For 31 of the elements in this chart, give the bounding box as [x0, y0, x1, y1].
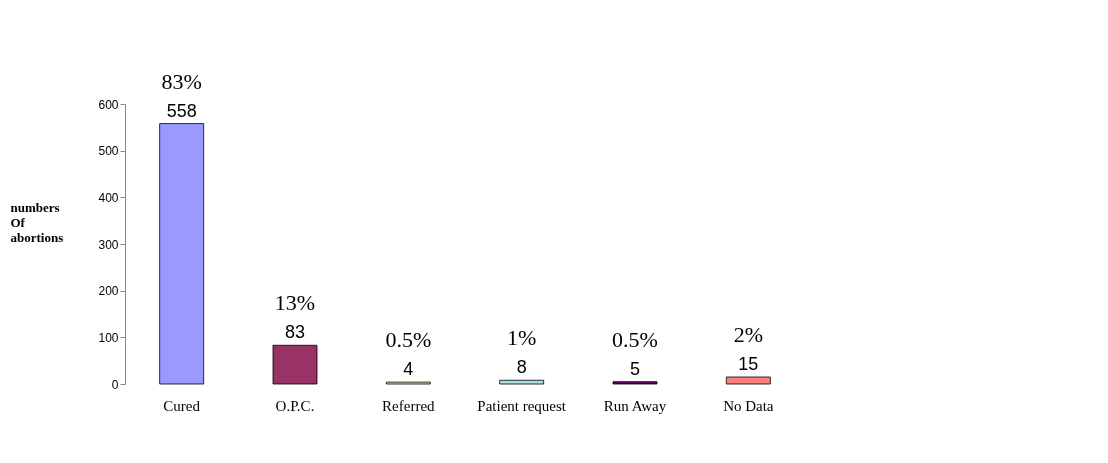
y-tick-label: 0	[111, 377, 119, 392]
y-tick-label: 500	[98, 144, 119, 159]
bar	[159, 123, 205, 385]
x-tick-label: Run Away	[603, 397, 667, 414]
annotation: 2%	[733, 322, 763, 347]
bar	[725, 376, 771, 385]
x-tick-label: Cured	[163, 397, 201, 414]
x-tick-label: Referred	[382, 397, 436, 414]
data-label: 15	[738, 354, 759, 374]
y-tick-label: 200	[98, 284, 119, 299]
y-axis-title: numbers Of abortions	[10, 199, 64, 245]
annotation: 1%	[507, 325, 537, 351]
y-tick-label: 400	[98, 190, 119, 205]
data-label: 4	[403, 359, 414, 380]
x-tick-label: No Data	[723, 397, 774, 414]
annotation: 83%	[161, 68, 202, 94]
annotation: 0.5%	[612, 326, 658, 352]
annotation: 0.5%	[385, 327, 432, 353]
data-label: 5	[629, 358, 641, 379]
y-tick-label: 300	[98, 237, 119, 252]
annotation: 13%	[274, 290, 316, 316]
x-tick-label: Patient request	[477, 397, 567, 414]
bar	[499, 379, 545, 385]
data-label: 8	[516, 357, 527, 378]
y-tick-label: 600	[98, 97, 119, 112]
bar	[272, 344, 318, 385]
data-label: 558	[166, 100, 197, 121]
data-label: 83	[284, 322, 306, 343]
y-tick-label: 100	[98, 330, 119, 345]
x-tick-label: O.P.C.	[275, 397, 315, 414]
bar	[612, 381, 658, 385]
